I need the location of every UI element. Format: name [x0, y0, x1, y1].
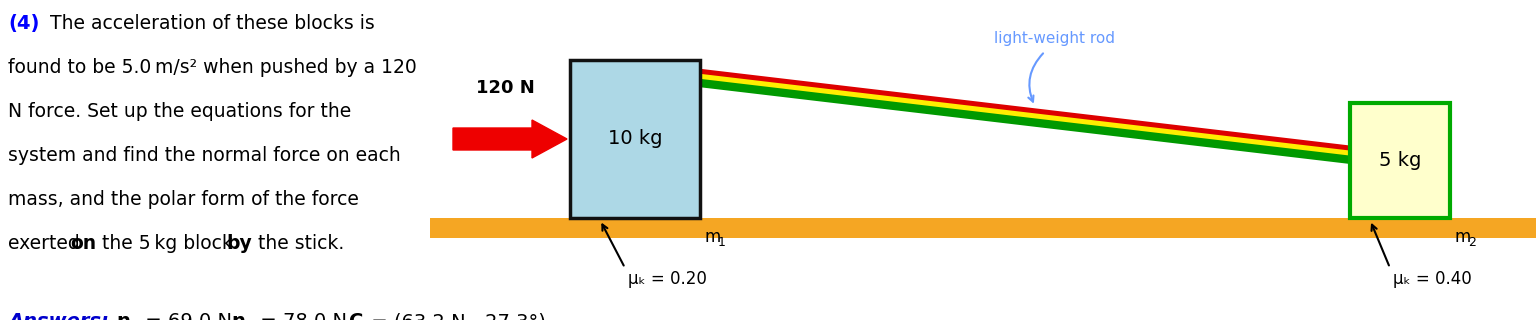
Text: mass, and the polar form of the force: mass, and the polar form of the force: [8, 190, 359, 209]
Text: C: C: [349, 312, 364, 320]
Text: n: n: [117, 312, 131, 320]
Text: the stick.: the stick.: [252, 234, 344, 253]
Text: n: n: [230, 312, 244, 320]
Text: (4): (4): [8, 14, 40, 33]
Text: found to be 5.0 m/s² when pushed by a 120: found to be 5.0 m/s² when pushed by a 12…: [8, 58, 416, 77]
Text: system and find the normal force on each: system and find the normal force on each: [8, 146, 401, 165]
Text: 1: 1: [717, 236, 727, 249]
Text: = (63.2 N, -27.3°): = (63.2 N, -27.3°): [366, 312, 545, 320]
Text: m: m: [1455, 228, 1471, 246]
Text: μₖ = 0.20: μₖ = 0.20: [628, 270, 707, 288]
Text: by: by: [226, 234, 252, 253]
Bar: [570, 60, 700, 218]
Text: Answers:: Answers:: [8, 312, 109, 320]
Text: 2: 2: [1468, 236, 1476, 249]
Text: N force. Set up the equations for the: N force. Set up the equations for the: [8, 102, 352, 121]
Text: 10 kg: 10 kg: [608, 130, 662, 148]
Text: 5 kg: 5 kg: [1379, 151, 1421, 170]
Text: exerted: exerted: [8, 234, 86, 253]
Text: μₖ = 0.40: μₖ = 0.40: [1393, 270, 1471, 288]
Bar: [430, 218, 1536, 238]
Text: light-weight rod: light-weight rod: [994, 31, 1115, 46]
Text: the 5 kg block: the 5 kg block: [95, 234, 240, 253]
Text: m: m: [705, 228, 722, 246]
Text: = 69.0 N,: = 69.0 N,: [138, 312, 244, 320]
Text: The acceleration of these blocks is: The acceleration of these blocks is: [45, 14, 375, 33]
Text: on: on: [71, 234, 97, 253]
Bar: [1350, 103, 1450, 218]
Text: = 78.0 N.: = 78.0 N.: [253, 312, 359, 320]
Text: 120 N: 120 N: [476, 79, 535, 97]
FancyArrow shape: [453, 120, 567, 158]
